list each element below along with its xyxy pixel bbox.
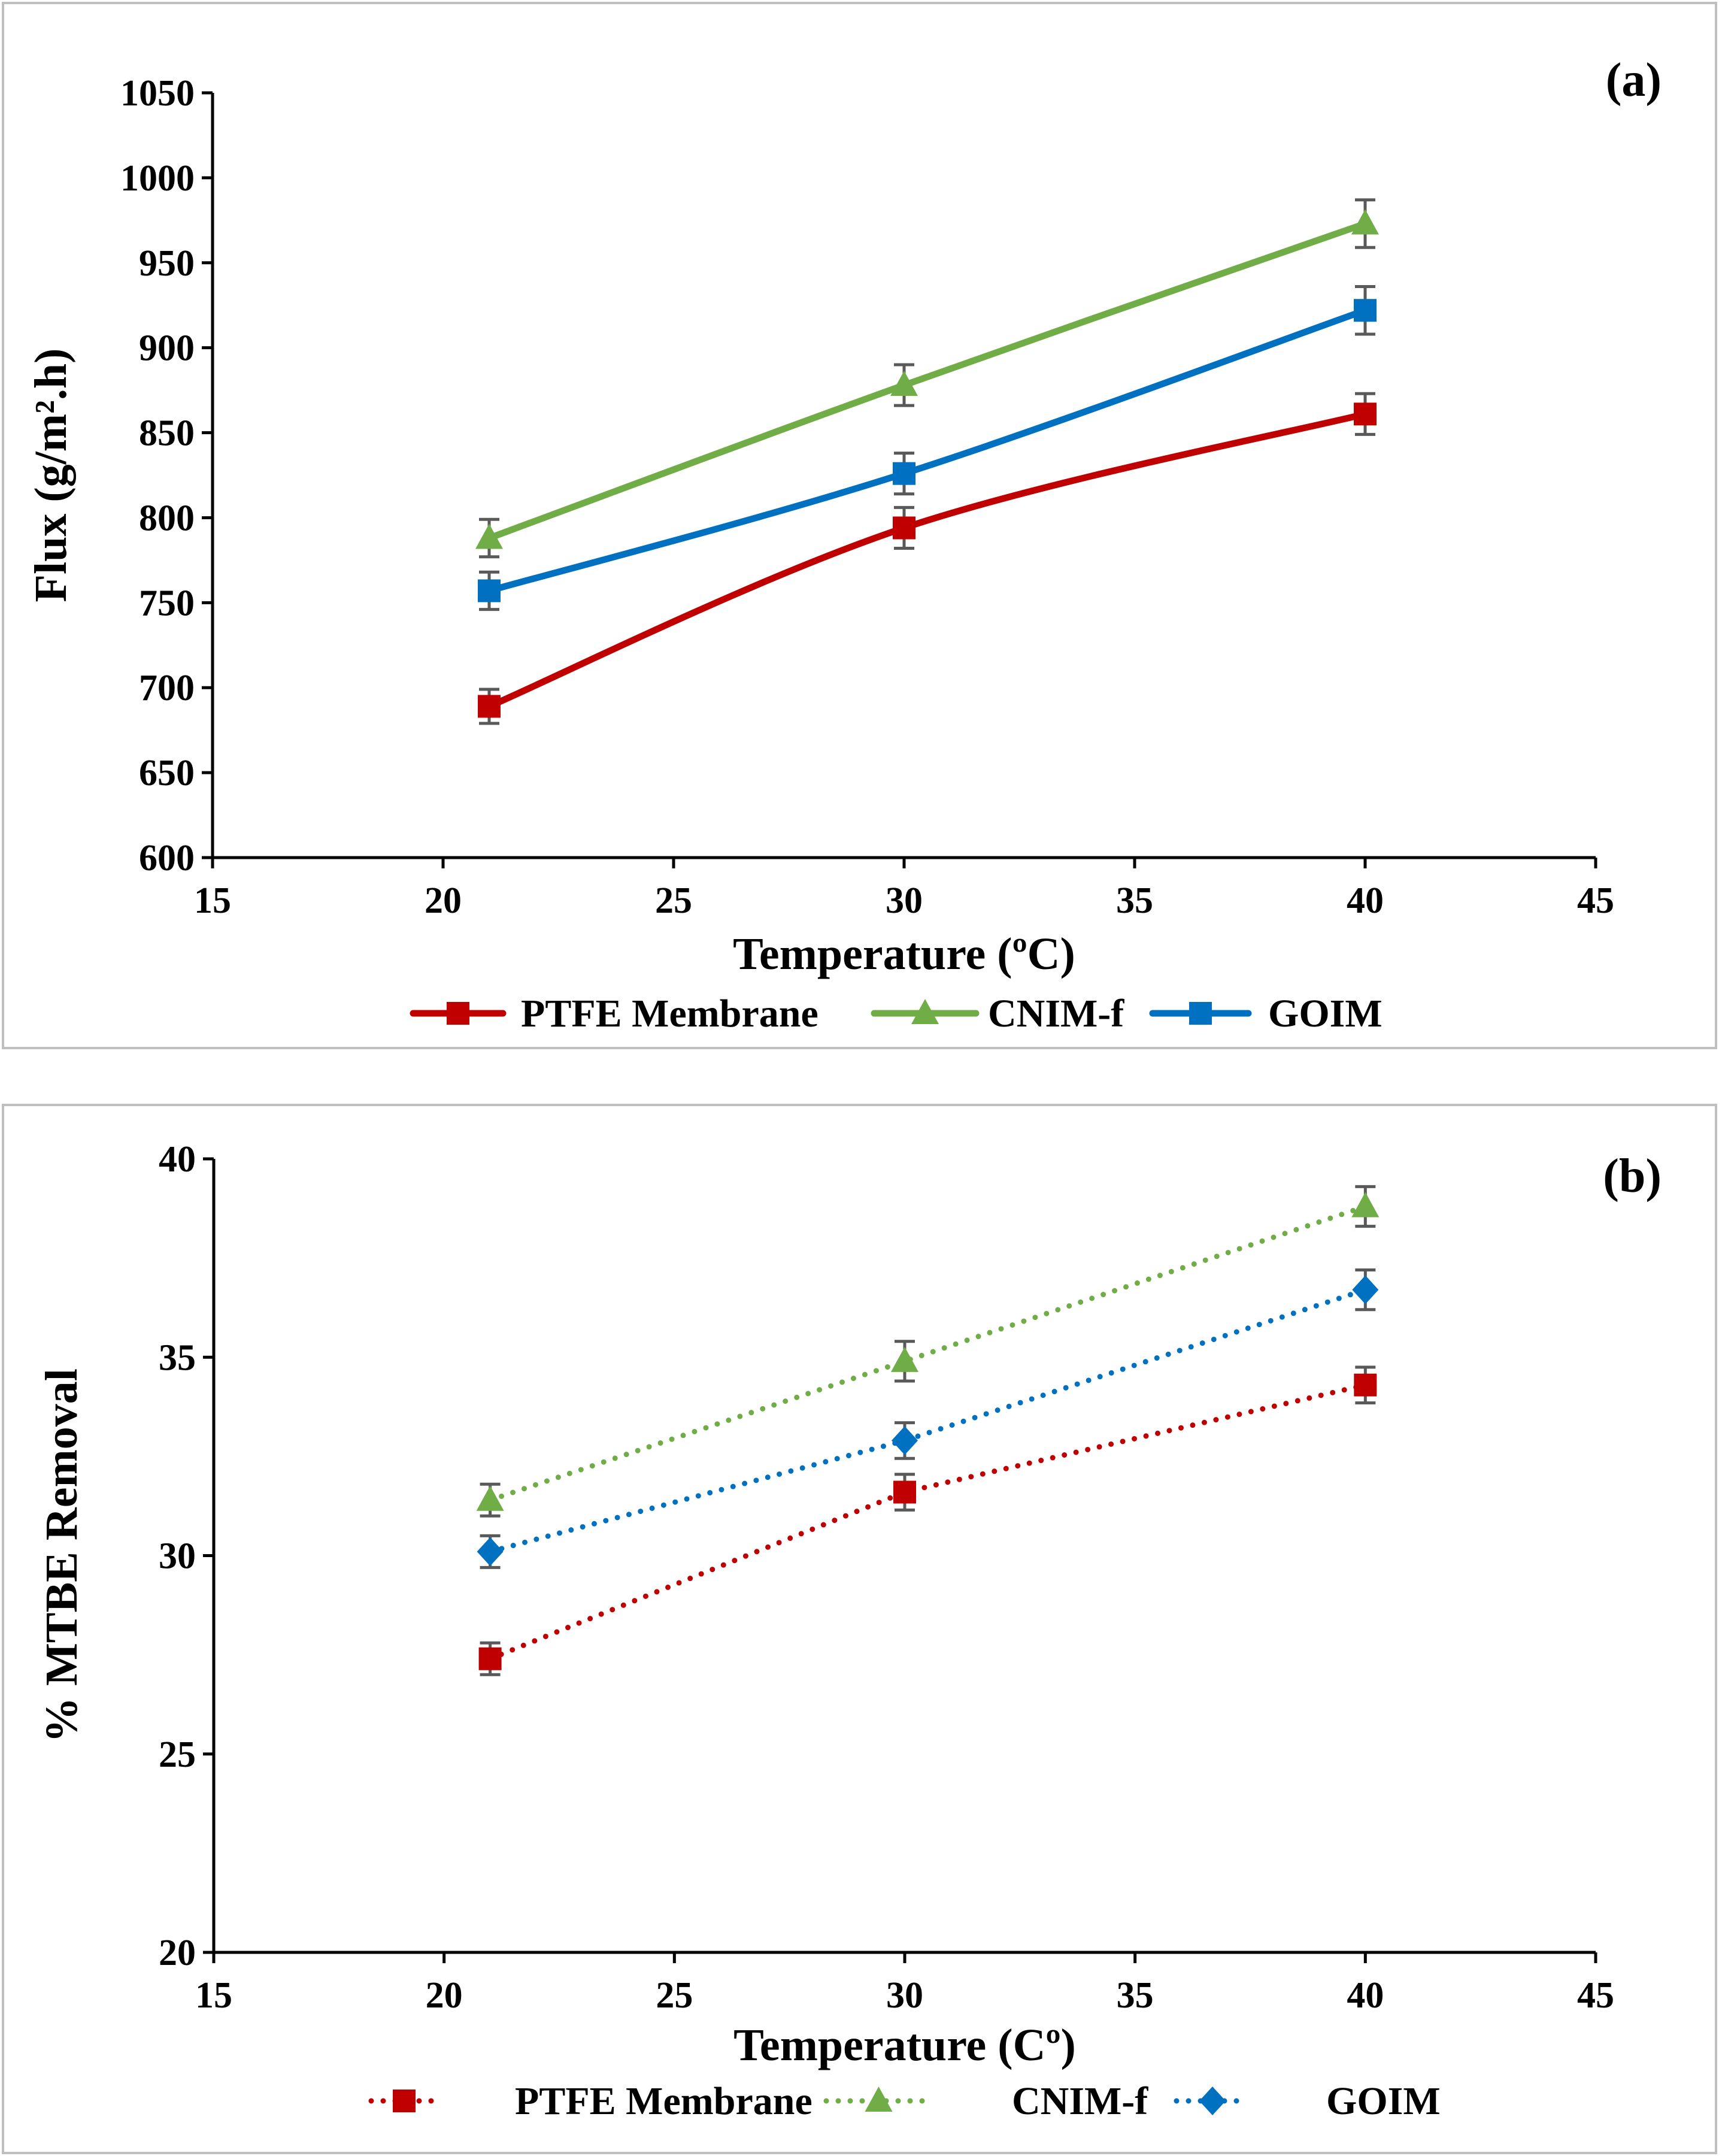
data-point [1354, 402, 1377, 426]
panel-label: (a) [1606, 54, 1662, 107]
series-line [486, 307, 1369, 594]
x-tick-label: 20 [426, 1975, 463, 2016]
series-cnim-f [476, 1185, 1380, 1518]
data-point [890, 371, 918, 396]
legend-marker [393, 2090, 416, 2112]
y-axis-title: % MTBE Removal [37, 1368, 87, 1743]
x-tick-label: 25 [655, 880, 692, 921]
data-point [477, 1537, 504, 1566]
y-tick-label: 1050 [120, 73, 195, 114]
series-ptfe-membrane [478, 392, 1377, 725]
x-tick-label: 40 [1347, 880, 1384, 921]
series-line [486, 410, 1369, 710]
legend: PTFE Membrane CNIM-f GOIM [368, 2079, 1441, 2123]
legend-marker [911, 999, 939, 1024]
legend: PTFE Membrane CNIM-f GOIM [410, 992, 1383, 1035]
x-tick-label: 40 [1347, 1975, 1384, 2016]
data-point [1354, 299, 1377, 322]
x-tick-label: 45 [1577, 880, 1614, 921]
data-point [478, 695, 501, 718]
data-point [478, 579, 501, 602]
data-point [1351, 209, 1379, 235]
y-tick-label: 25 [159, 1734, 196, 1775]
x-tick-label: 30 [886, 880, 923, 921]
legend-label: GOIM [1326, 2079, 1441, 2123]
data-point [893, 462, 915, 485]
legend-label: PTFE Membrane [515, 2079, 813, 2123]
panel-frame [2, 1104, 1717, 2154]
y-tick-label: 850 [139, 413, 195, 454]
x-tick-label: 35 [1116, 880, 1153, 921]
x-tick-label: 30 [886, 1975, 923, 2016]
series-ptfe-membrane [478, 1365, 1377, 1676]
panel-label: (b) [1603, 1150, 1662, 1203]
data-point [1354, 1373, 1377, 1397]
series-cnim-f [475, 198, 1379, 559]
legend-label: PTFE Membrane [521, 992, 818, 1035]
legend-marker [865, 2087, 893, 2112]
legend-label: GOIM [1268, 992, 1383, 1035]
data-point [475, 523, 503, 549]
chart-panel: 600 650 700 750 800 850 900 950 1000 1050 15 20 25 30… [2, 2, 1717, 1049]
series-line [487, 1287, 1368, 1555]
series-line [486, 220, 1369, 541]
x-tick-label: 25 [656, 1975, 693, 2016]
legend-marker [1199, 2087, 1226, 2115]
x-axis-title: Temperature (Cº) [733, 2020, 1076, 2070]
data-point [1352, 1275, 1379, 1304]
x-tick-label: 20 [425, 880, 462, 921]
x-tick-label: 15 [194, 880, 231, 921]
y-tick-label: 950 [139, 243, 195, 284]
series-line [487, 1382, 1368, 1662]
data-point [892, 1426, 918, 1455]
y-tick-label: 700 [139, 668, 195, 708]
data-point [478, 1647, 502, 1670]
data-point [476, 1485, 504, 1511]
series-line [487, 1204, 1368, 1503]
y-axis-title: Flux (g/m².h) [26, 349, 76, 602]
y-tick-label: 30 [159, 1536, 196, 1577]
x-tick-label: 45 [1577, 1975, 1614, 2016]
x-axis-title: Temperature (ºC) [733, 929, 1075, 979]
y-tick-label: 35 [159, 1337, 196, 1378]
legend-marker [1189, 1002, 1212, 1025]
y-tick-label: 1000 [120, 158, 195, 199]
legend-marker [447, 1002, 469, 1025]
series-goim [478, 285, 1377, 611]
y-tick-label: 900 [139, 328, 195, 369]
y-tick-label: 600 [139, 838, 195, 879]
data-point [1351, 1192, 1380, 1218]
legend-label: CNIM-f [988, 992, 1124, 1035]
y-tick-label: 40 [159, 1139, 196, 1180]
y-tick-label: 20 [159, 1933, 196, 1973]
y-tick-label: 750 [139, 583, 195, 623]
panel-frame [2, 2, 1717, 1049]
data-point [891, 1346, 918, 1372]
x-tick-label: 35 [1117, 1975, 1154, 2016]
data-point [893, 1480, 916, 1504]
y-tick-label: 650 [139, 753, 195, 794]
legend-label: CNIM-f [1012, 2079, 1148, 2123]
series-goim [477, 1268, 1379, 1569]
x-tick-label: 15 [195, 1975, 232, 2016]
data-point [893, 516, 915, 540]
y-tick-label: 800 [139, 498, 195, 538]
